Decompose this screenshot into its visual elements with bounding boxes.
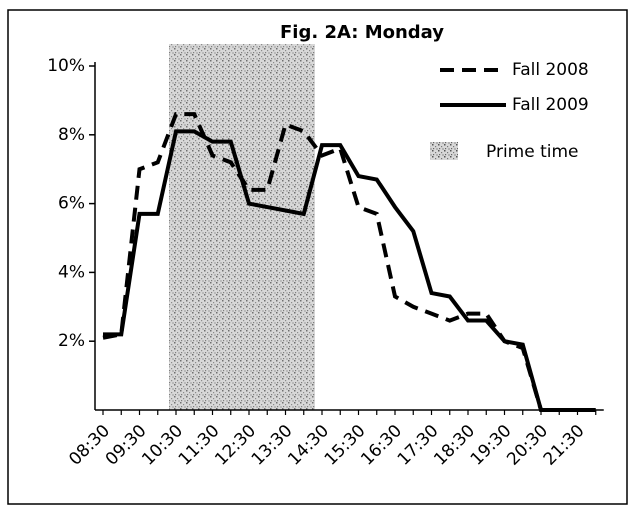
y-tick-label: 8% — [58, 125, 85, 145]
y-tick-label: 4% — [58, 262, 85, 282]
y-tick-label: 10% — [47, 56, 85, 76]
legend-swatch-texture — [430, 142, 458, 160]
frame — [7, 9, 628, 505]
y-tick-label: 6% — [58, 194, 85, 214]
chart-title: Fig. 2A: Monday — [280, 22, 444, 43]
series-line — [103, 129, 596, 412]
y-tick-label: 2% — [58, 331, 85, 351]
series-line — [102, 112, 596, 412]
legend-label: Prime time — [486, 142, 579, 162]
legend-label: Fall 2008 — [512, 60, 589, 80]
prime-time-texture — [169, 44, 315, 410]
legend-label: Fall 2009 — [512, 95, 589, 115]
